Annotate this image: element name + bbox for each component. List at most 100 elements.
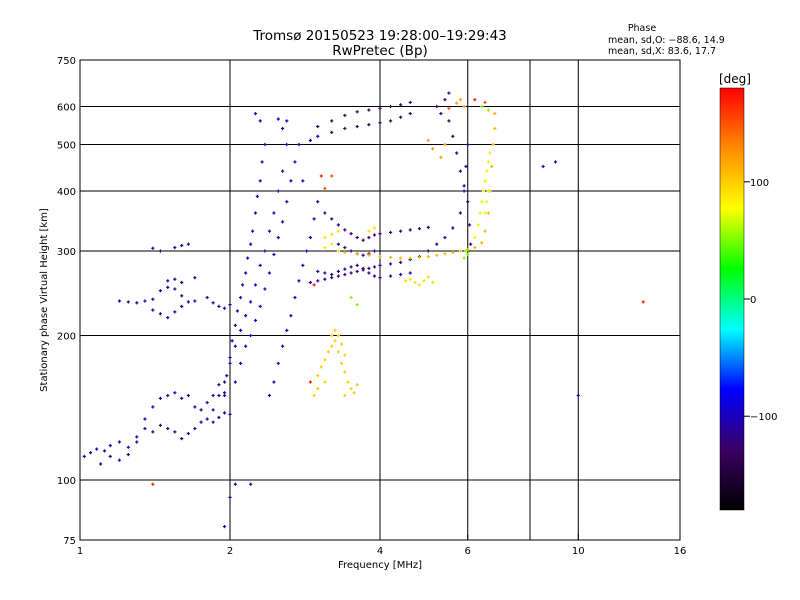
- data-point: [430, 280, 435, 285]
- data-point: [330, 217, 334, 221]
- stats-line-o: mean, sd,O: −88.6, 14.9: [608, 35, 725, 46]
- data-point: [467, 223, 472, 227]
- data-point: [435, 104, 439, 109]
- data-point: [217, 304, 221, 309]
- data-point: [399, 272, 403, 277]
- data-point: [108, 454, 112, 459]
- data-point: [417, 255, 422, 259]
- data-point: [238, 328, 243, 332]
- data-point: [458, 98, 463, 102]
- data-point: [205, 417, 209, 421]
- data-point: [135, 301, 139, 305]
- x-tick-label: 1: [77, 546, 83, 557]
- data-point: [316, 134, 320, 138]
- grid-lines: [79, 60, 681, 540]
- data-point: [186, 242, 190, 246]
- data-point: [464, 164, 468, 169]
- data-point: [228, 412, 232, 417]
- y-tick-label: 75: [63, 536, 76, 547]
- data-point: [173, 277, 177, 281]
- data-point: [143, 426, 147, 431]
- data-point: [367, 253, 371, 257]
- data-point: [280, 220, 285, 224]
- data-point: [330, 333, 334, 338]
- data-point: [186, 300, 190, 304]
- data-point: [151, 405, 155, 409]
- data-point: [312, 217, 316, 221]
- data-point: [211, 393, 215, 398]
- data-point: [430, 147, 435, 151]
- data-point: [466, 200, 470, 204]
- data-point: [117, 440, 122, 444]
- data-point: [336, 229, 340, 233]
- data-point: [458, 211, 463, 215]
- data-point: [253, 283, 258, 287]
- data-point: [553, 160, 558, 164]
- data-point: [293, 295, 297, 300]
- data-point: [399, 256, 403, 260]
- data-point: [241, 283, 245, 287]
- data-point: [439, 155, 443, 160]
- data-point: [173, 287, 177, 291]
- data-point: [244, 314, 248, 318]
- data-point: [88, 451, 93, 455]
- data-point: [340, 361, 344, 365]
- data-point: [408, 277, 412, 281]
- data-point: [217, 383, 221, 387]
- data-point: [323, 271, 327, 275]
- data-point: [480, 104, 484, 109]
- data-point: [451, 226, 455, 230]
- data-point: [355, 110, 359, 114]
- data-point: [249, 300, 253, 304]
- data-point: [258, 119, 262, 123]
- data-point: [238, 361, 243, 365]
- data-point: [361, 238, 365, 242]
- data-point: [485, 169, 489, 173]
- data-point: [483, 229, 487, 233]
- data-point: [367, 229, 371, 233]
- data-point: [180, 280, 184, 285]
- data-point: [336, 333, 340, 338]
- data-point: [408, 271, 412, 275]
- data-point: [435, 253, 439, 257]
- data-point: [399, 260, 403, 265]
- colorbar-label: [deg]: [719, 72, 751, 86]
- data-point: [343, 272, 347, 277]
- data-point: [340, 342, 344, 346]
- data-point: [367, 266, 371, 270]
- data-point: [349, 232, 353, 236]
- data-point: [263, 249, 267, 253]
- x-tick-label: 6: [465, 546, 471, 557]
- data-point: [408, 111, 412, 116]
- data-point: [276, 361, 280, 365]
- data-point: [222, 393, 227, 398]
- data-point: [399, 103, 403, 107]
- data-point: [326, 350, 330, 354]
- data-point: [447, 91, 451, 95]
- data-point: [399, 229, 403, 233]
- data-point: [372, 265, 377, 269]
- data-point: [285, 142, 289, 147]
- data-point: [336, 242, 340, 246]
- data-point: [336, 269, 340, 274]
- data-point: [346, 380, 350, 384]
- data-point: [466, 252, 470, 257]
- data-point: [143, 417, 147, 421]
- data-point: [301, 179, 305, 183]
- data-point: [158, 396, 163, 400]
- data-point: [151, 482, 155, 486]
- data-point: [217, 393, 221, 398]
- data-point: [280, 126, 285, 131]
- data-point: [222, 391, 227, 395]
- data-point: [349, 249, 353, 253]
- data-point: [255, 194, 260, 198]
- data-point: [151, 430, 155, 434]
- colorbar-tick-label: 0: [750, 295, 756, 306]
- x-tick-label: 16: [674, 546, 687, 557]
- data-point: [158, 289, 163, 293]
- data-point: [293, 160, 297, 164]
- data-point: [576, 393, 580, 398]
- data-point: [276, 117, 280, 121]
- data-point: [276, 235, 280, 240]
- data-point: [158, 312, 163, 316]
